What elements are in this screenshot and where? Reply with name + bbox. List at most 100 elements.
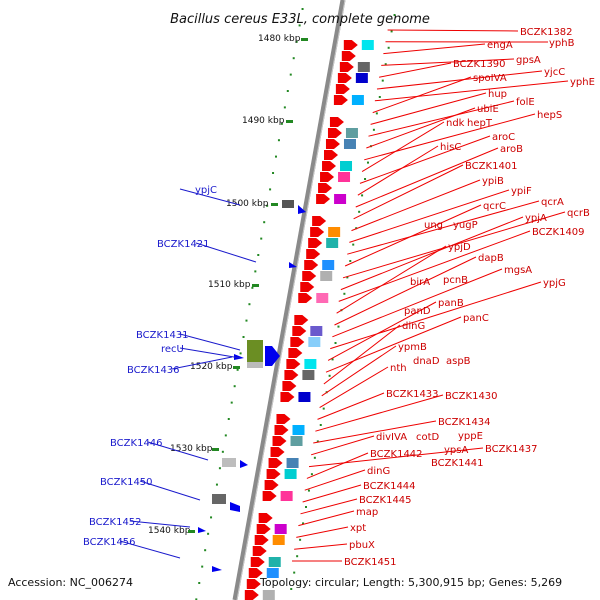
gene-label[interactable]: BCZK1430 [445, 391, 498, 402]
gene-label[interactable]: panC [463, 313, 489, 324]
gene-label[interactable]: map [356, 507, 378, 518]
gene-label[interactable]: BCZK1401 [465, 161, 518, 172]
gene-label[interactable]: BCZK1431 [136, 330, 189, 341]
gene-label[interactable]: spoIVA [473, 73, 507, 84]
gene-arrow[interactable] [234, 354, 244, 360]
gene-label[interactable]: aspB [446, 356, 471, 367]
gene-label[interactable]: yugP [453, 220, 478, 231]
leader-line [306, 452, 369, 479]
gene-block [328, 227, 341, 237]
gene-label[interactable]: birA [410, 277, 430, 288]
gene-label[interactable]: ypjG [543, 278, 566, 289]
gene-label[interactable]: ypjA [525, 213, 547, 224]
gene-arrow[interactable] [212, 566, 222, 572]
gene-label[interactable]: BCZK1436 [127, 365, 180, 376]
gene-label[interactable]: panD [404, 306, 431, 317]
gene-label[interactable]: BCZK1452 [89, 517, 142, 528]
gene-label[interactable]: gpsA [516, 55, 541, 66]
gene-arrow [274, 425, 289, 435]
gene-label[interactable]: ubiE [477, 104, 499, 115]
gene-label[interactable]: aroB [500, 144, 523, 155]
leader-line [364, 113, 536, 161]
gene-arrow [322, 161, 337, 171]
gene-label[interactable]: qcrB [567, 208, 590, 219]
gene-label[interactable]: ypjD [448, 242, 471, 253]
gene-label[interactable]: ypsA [444, 445, 468, 456]
gene-label[interactable]: qcrA [541, 197, 564, 208]
gene-block[interactable] [282, 200, 294, 208]
gene-label[interactable]: hepS [537, 110, 562, 121]
inner-dots [290, 14, 396, 590]
gene-label[interactable]: divIVA [376, 432, 407, 443]
gene-label[interactable]: ypiF [511, 186, 532, 197]
gene-label[interactable]: BCZK1446 [110, 438, 163, 449]
gene-block [355, 73, 368, 83]
gene-label[interactable]: mgsA [504, 265, 532, 276]
scale-dot [236, 368, 239, 371]
gene-label[interactable]: BCZK1444 [363, 481, 416, 492]
gene-label[interactable]: folE [516, 97, 535, 108]
gene-label[interactable]: hisC [440, 142, 461, 153]
gene-arrow[interactable] [289, 262, 297, 268]
gene-label[interactable]: BCZK1434 [438, 417, 491, 428]
gene-label[interactable]: yphB [549, 38, 575, 49]
gene-block [345, 128, 358, 138]
gene-label[interactable]: pbuX [349, 540, 375, 551]
gene-label[interactable]: cotD [416, 432, 440, 443]
gene-label[interactable]: BCZK1450 [100, 477, 153, 488]
gene-label[interactable]: pcnB [443, 275, 468, 286]
gene-label[interactable]: BCZK1441 [431, 458, 484, 469]
leader-line [319, 366, 389, 409]
gene-label[interactable]: dnaD [413, 356, 440, 367]
gene-label[interactable]: BCZK1451 [344, 557, 397, 568]
gene-arrow[interactable] [298, 205, 306, 214]
gene-label[interactable]: yjcC [544, 67, 565, 78]
gene-label[interactable]: panB [438, 298, 464, 309]
gene-label[interactable]: ypiB [482, 176, 504, 187]
gene-label[interactable]: dinG [402, 321, 425, 332]
gene-label[interactable]: BCZK1445 [359, 495, 412, 506]
gene-block[interactable] [212, 494, 226, 504]
gene-label[interactable]: BCZK1437 [485, 444, 538, 455]
gene-label[interactable]: BCZK1409 [532, 227, 585, 238]
gene-label[interactable]: BCZK1390 [453, 59, 506, 70]
gene-label[interactable]: aroC [492, 132, 515, 143]
gene-label[interactable]: dapB [478, 253, 504, 264]
gene-label[interactable]: xpt [350, 523, 366, 534]
gene-label[interactable]: ypjC [195, 185, 217, 196]
gene-label[interactable]: dinG [367, 466, 390, 477]
gene-arrow [320, 172, 335, 182]
gene-label[interactable]: hepT [467, 118, 493, 129]
gene-block [340, 161, 353, 171]
inner-dot [328, 374, 331, 377]
gene-label[interactable]: qcrC [483, 201, 506, 212]
gene-label[interactable]: hup [488, 89, 507, 100]
gene-block [262, 590, 275, 600]
gene-block[interactable] [247, 362, 263, 368]
gene-arrow[interactable] [265, 346, 280, 366]
gene-label[interactable]: BCZK1382 [520, 27, 573, 38]
gene-block[interactable] [222, 458, 236, 467]
gene-label[interactable]: recU [161, 344, 184, 355]
gene-label[interactable]: BCZK1456 [83, 537, 136, 548]
gene-label[interactable]: yphE [570, 77, 595, 88]
reverse-strand-genes [198, 200, 306, 572]
gene-label[interactable]: ung [424, 220, 443, 231]
gene-label[interactable]: BCZK1442 [370, 449, 423, 460]
leader-line [372, 76, 472, 114]
gene-arrow[interactable] [198, 527, 206, 533]
gene-arrow[interactable] [240, 460, 248, 468]
gene-label[interactable]: nth [390, 363, 407, 374]
scale-dot [242, 336, 245, 338]
gene-label[interactable]: BCZK1421 [157, 239, 210, 250]
gene-block[interactable] [247, 340, 263, 362]
gene-label[interactable]: engA [487, 40, 513, 51]
leader-line [195, 242, 257, 263]
gene-label[interactable]: yppE [458, 431, 483, 442]
gene-label[interactable]: ypmB [398, 342, 427, 353]
leader-line [294, 543, 348, 550]
gene-block [338, 172, 351, 182]
gene-label[interactable]: ndk [446, 118, 465, 129]
gene-label[interactable]: BCZK1433 [386, 389, 439, 400]
gene-arrow[interactable] [230, 502, 240, 512]
